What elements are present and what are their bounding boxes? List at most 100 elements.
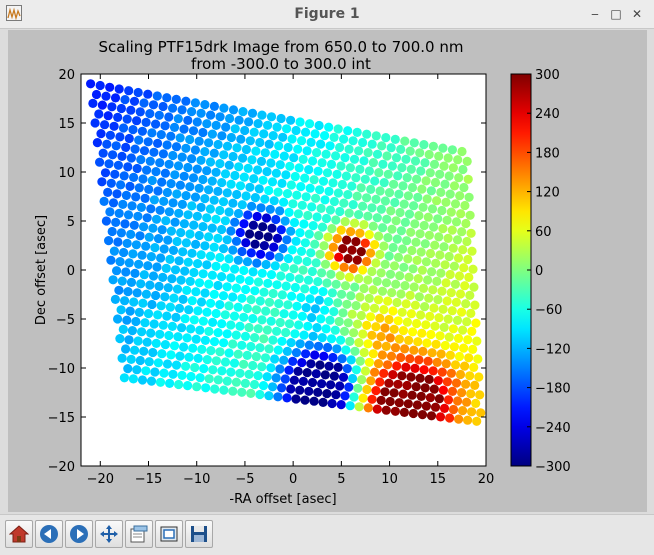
scatter-point bbox=[244, 322, 254, 333]
scatter-point bbox=[389, 324, 399, 334]
scatter-point bbox=[168, 103, 178, 113]
forward-button[interactable] bbox=[65, 520, 93, 548]
scatter-point bbox=[271, 373, 281, 383]
scatter-point bbox=[250, 193, 260, 203]
scatter-point bbox=[193, 353, 203, 363]
scatter-point bbox=[185, 229, 195, 239]
scatter-point bbox=[198, 316, 208, 326]
scatter-point bbox=[317, 158, 327, 168]
scatter-point bbox=[424, 374, 434, 384]
scatter-point bbox=[450, 360, 461, 370]
close-button[interactable]: ✕ bbox=[631, 7, 643, 21]
scatter-point bbox=[122, 114, 132, 124]
scatter-point bbox=[403, 191, 413, 201]
scatter-point bbox=[111, 141, 121, 151]
scatter-point bbox=[254, 230, 264, 240]
scatter-point bbox=[395, 207, 405, 218]
scatter-point bbox=[172, 189, 182, 199]
scatter-point bbox=[88, 98, 98, 108]
scatter-point bbox=[421, 401, 431, 411]
scatter-point bbox=[250, 333, 260, 343]
minimize-button[interactable]: ‒ bbox=[591, 7, 599, 21]
scatter-point bbox=[457, 227, 467, 237]
scatter-point bbox=[145, 156, 155, 166]
scatter-point bbox=[346, 227, 356, 237]
scatter-point bbox=[211, 308, 221, 319]
scatter-point bbox=[166, 131, 176, 141]
scatter-point bbox=[177, 152, 187, 162]
scatter-point bbox=[244, 276, 254, 286]
scatter-point bbox=[408, 264, 418, 274]
scatter-point bbox=[103, 187, 113, 197]
scatter-point bbox=[402, 173, 412, 183]
maximize-button[interactable]: □ bbox=[610, 7, 622, 21]
scatter-point bbox=[116, 180, 126, 190]
scatter-point bbox=[277, 383, 287, 393]
scatter-point bbox=[222, 376, 232, 386]
scatter-point bbox=[375, 313, 385, 323]
configure-subplots-button[interactable] bbox=[125, 520, 153, 548]
scatter-point bbox=[465, 290, 475, 300]
scatter-point bbox=[185, 276, 195, 286]
scatter-point bbox=[297, 200, 307, 210]
back-button[interactable] bbox=[35, 520, 63, 548]
home-button[interactable] bbox=[5, 520, 33, 548]
scatter-point bbox=[308, 331, 318, 341]
scatter-point bbox=[241, 284, 251, 295]
scatter-point bbox=[312, 212, 322, 222]
scatter-point bbox=[154, 110, 164, 120]
scatter-point bbox=[345, 163, 355, 173]
scatter-point bbox=[362, 193, 372, 203]
scatter-point bbox=[446, 207, 456, 217]
scatter-point bbox=[358, 329, 368, 339]
colorbar-tick-label: 300 bbox=[535, 68, 560, 83]
scatter-point bbox=[200, 147, 210, 157]
scatter-point bbox=[476, 408, 486, 418]
scatter-point bbox=[289, 264, 299, 274]
scatter-point bbox=[168, 369, 178, 379]
scatter-point bbox=[313, 387, 323, 397]
scatter-point bbox=[355, 164, 365, 174]
window-title: Figure 1 bbox=[294, 6, 360, 22]
scatter-point bbox=[322, 168, 333, 178]
scatter-point bbox=[411, 382, 421, 392]
scatter-point bbox=[379, 241, 389, 251]
scatter-point bbox=[131, 240, 141, 250]
scatter-point bbox=[100, 120, 110, 130]
save-button[interactable] bbox=[185, 520, 213, 548]
pan-button[interactable] bbox=[95, 520, 123, 548]
scatter-point bbox=[404, 335, 414, 345]
scatter-point bbox=[406, 372, 416, 382]
figure-canvas[interactable]: Scaling PTF15drk Image from 650.0 to 700… bbox=[8, 30, 647, 512]
scatter-point bbox=[340, 391, 350, 401]
scatter-point bbox=[169, 341, 180, 351]
scatter-point bbox=[362, 256, 372, 267]
scatter-point bbox=[438, 224, 448, 234]
scatter-point bbox=[157, 177, 167, 187]
zoom-button[interactable] bbox=[155, 520, 183, 548]
scatter-point bbox=[256, 156, 267, 166]
scatter-point bbox=[249, 174, 259, 184]
scatter-point bbox=[113, 160, 123, 170]
scatter-point bbox=[368, 221, 378, 231]
scatter-point bbox=[354, 338, 364, 348]
scatter-point bbox=[166, 226, 176, 236]
scatter-point bbox=[211, 356, 221, 366]
scatter-point bbox=[194, 278, 205, 288]
scatter-point bbox=[301, 127, 311, 137]
scatter-point bbox=[179, 342, 189, 352]
scatter-point bbox=[213, 186, 223, 196]
scatter-point bbox=[241, 191, 251, 201]
scatter-point bbox=[431, 339, 441, 349]
scatter-point bbox=[171, 360, 182, 370]
scatter-point bbox=[394, 398, 404, 408]
navigation-toolbar bbox=[0, 514, 654, 555]
scatter-point bbox=[451, 297, 461, 307]
scatter-point bbox=[240, 331, 251, 341]
scatter-point bbox=[372, 149, 383, 159]
scatter-point bbox=[228, 386, 238, 396]
scatter-point bbox=[136, 279, 146, 289]
scatter-point bbox=[209, 242, 219, 252]
scatter-point bbox=[344, 382, 354, 392]
scatter-point bbox=[243, 210, 253, 220]
